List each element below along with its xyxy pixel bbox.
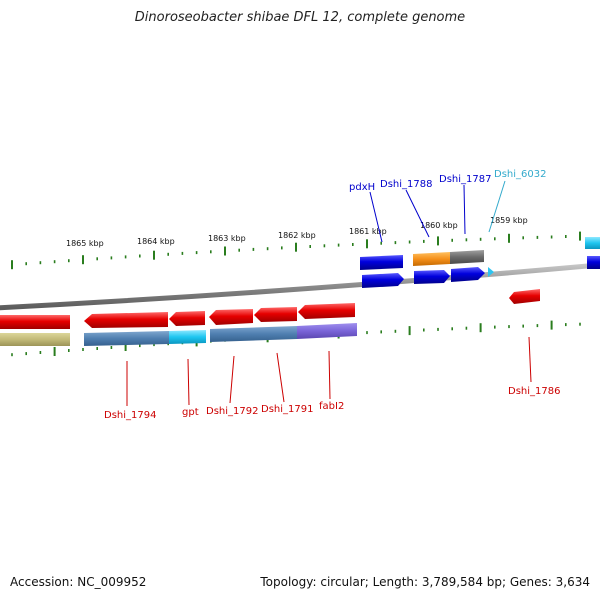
category-bar-gray (450, 250, 484, 264)
map-title: Dinoroseobacter shibae DFL 12, complete … (134, 10, 466, 25)
gene-dshi-1791[interactable] (254, 307, 297, 322)
gene-label-gpt: gpt (182, 407, 199, 418)
scale-tick-label: 1864 kbp (137, 237, 175, 246)
genome-summary-text: Topology: circular; Length: 3,789,584 bp… (260, 575, 590, 589)
category-bar-orange (413, 252, 450, 266)
scale-tick-label: 1860 kbp (420, 221, 458, 230)
category-bar-khaki (0, 333, 70, 346)
scale-tick-label: 1865 kbp (66, 239, 104, 248)
gene-label-fabi2: fabI2 (319, 401, 344, 412)
scale-tick-label: 1859 kbp (490, 216, 528, 225)
gene-dshi-1792[interactable] (209, 309, 253, 325)
outer-tick-ring (11, 231, 581, 270)
category-bar-violet (297, 323, 357, 339)
gene-gpt[interactable] (169, 311, 205, 326)
genome-backbone (0, 262, 600, 311)
accession-text: Accession: NC_009952 (10, 575, 147, 589)
gene-label-dshi-1786: Dshi_1786 (508, 386, 560, 397)
gene-dshi-1787[interactable] (451, 267, 485, 282)
category-bar-cyan-edge (585, 237, 600, 249)
gene-dshi-1793[interactable] (84, 312, 168, 328)
gene-fabi2[interactable] (298, 303, 355, 319)
scale-tick-label: 1862 kbp (278, 231, 316, 240)
gene-pdxh[interactable] (360, 255, 403, 270)
gene-dshi-1786[interactable] (509, 289, 540, 304)
gene-dshi-1788[interactable] (414, 270, 450, 284)
gene-label-dshi-1787: Dshi_1787 (439, 174, 491, 185)
gene-label-dshi-1794: Dshi_1794 (104, 410, 156, 421)
category-bar-steel (210, 326, 297, 342)
gene-label-pdxh: pdxH (349, 182, 375, 193)
scale-tick-label: 1863 kbp (208, 234, 246, 243)
gene-label-dshi-6032: Dshi_6032 (494, 169, 546, 180)
gene-edge-blue[interactable] (587, 256, 600, 269)
gene-dshi-6032[interactable] (488, 267, 494, 277)
gene-dshi-1794[interactable] (0, 315, 70, 329)
gene-label-dshi-1791: Dshi_1791 (261, 404, 313, 415)
gene-dshi-1789[interactable] (362, 273, 404, 288)
category-bar-cyan (169, 330, 206, 344)
label-leader-lines (126, 180, 532, 406)
gene-label-dshi-1788: Dshi_1788 (380, 179, 432, 190)
gene-label-dshi-1792: Dshi_1792 (206, 406, 258, 417)
scale-tick-label: 1861 kbp (349, 227, 387, 236)
category-bar-steel (84, 331, 169, 346)
